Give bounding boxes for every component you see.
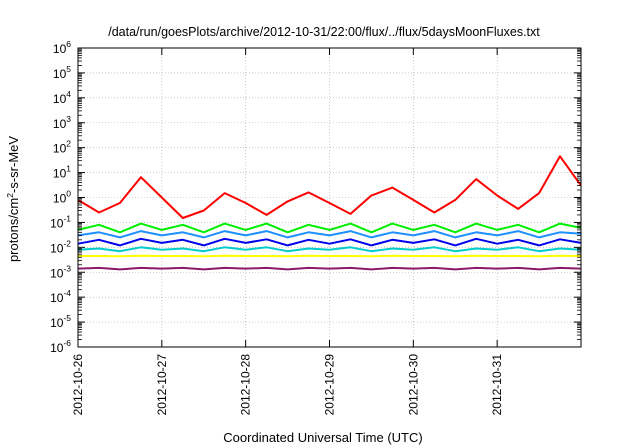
y-tick-exponent: -3 <box>63 263 71 273</box>
y-tick-base: 10 <box>53 67 67 81</box>
y-tick-exponent: 5 <box>66 64 71 74</box>
y-tick-label: 100 <box>53 189 71 206</box>
y-axis-title-part: protons/cm <box>6 198 21 262</box>
y-tick-exponent: -1 <box>63 213 71 223</box>
y-axis-title-part: -s-sr-MeV <box>6 136 21 193</box>
y-tick-exponent: -2 <box>63 238 71 248</box>
grid <box>78 48 581 347</box>
y-tick-label: 10-6 <box>50 338 71 355</box>
x-tick-label: 2012-10-28 <box>239 354 253 416</box>
y-tick-label: 101 <box>53 164 71 181</box>
y-tick-base: 10 <box>53 142 67 156</box>
y-tick-label: 10-4 <box>50 288 71 305</box>
series-line-2 <box>77 230 582 239</box>
series-line-0 <box>77 155 582 219</box>
y-tick-labels: 10-610-510-410-310-210-11001011021031041… <box>50 39 71 355</box>
chart-title: /data/run/goesPlots/archive/2012-10-31/2… <box>108 25 540 39</box>
x-tick-label: 2012-10-26 <box>71 354 85 416</box>
y-tick-exponent: 1 <box>66 164 71 174</box>
y-tick-label: 10-3 <box>50 263 71 280</box>
x-tick-label: 2012-10-29 <box>323 354 337 416</box>
x-tick-labels: 2012-10-26 2012-10-27 2012-10-28 2012-10-29… <box>71 354 504 416</box>
y-tick-base: 10 <box>53 92 67 106</box>
y-axis-title: protons/cm2-s-sr-MeV <box>5 136 21 262</box>
y-tick-label: 10-5 <box>50 313 71 330</box>
series-line-3 <box>77 237 582 247</box>
y-tick-base: 10 <box>50 341 64 355</box>
y-tick-base: 10 <box>50 241 64 255</box>
series-line-4 <box>77 246 582 253</box>
y-tick-exponent: -6 <box>63 338 71 348</box>
axis-ticks <box>77 47 581 348</box>
y-tick-label: 10-2 <box>50 238 71 255</box>
y-tick-label: 102 <box>53 139 71 156</box>
x-tick-label: 2012-10-31 <box>490 354 504 416</box>
y-tick-exponent: 6 <box>66 39 71 49</box>
y-tick-base: 10 <box>53 192 67 206</box>
y-tick-base: 10 <box>50 316 64 330</box>
y-tick-exponent: -4 <box>63 288 71 298</box>
y-tick-base: 10 <box>50 266 64 280</box>
series-line-6 <box>77 266 582 271</box>
y-tick-exponent: -5 <box>63 313 71 323</box>
y-tick-exponent: 3 <box>66 114 71 124</box>
y-axis-title-part: 2 <box>5 193 15 198</box>
series-group <box>77 155 582 271</box>
y-tick-label: 104 <box>53 89 71 106</box>
y-tick-base: 10 <box>53 167 67 181</box>
y-tick-base: 10 <box>53 117 67 131</box>
x-tick-label: 2012-10-30 <box>406 354 420 416</box>
y-tick-base: 10 <box>50 291 64 305</box>
y-tick-exponent: 2 <box>66 139 71 149</box>
y-tick-label: 106 <box>53 39 71 56</box>
series-line-5 <box>78 254 582 258</box>
x-tick-label: 2012-10-27 <box>155 354 169 416</box>
y-tick-exponent: 0 <box>66 189 71 199</box>
y-tick-label: 103 <box>53 114 71 131</box>
series-line-1 <box>77 222 582 234</box>
y-tick-label: 10-1 <box>50 213 71 230</box>
y-tick-label: 105 <box>53 64 71 81</box>
x-axis-title: Coordinated Universal Time (UTC) <box>223 430 422 445</box>
y-tick-exponent: 4 <box>66 89 71 99</box>
y-tick-base: 10 <box>50 216 64 230</box>
y-tick-base: 10 <box>53 42 67 56</box>
